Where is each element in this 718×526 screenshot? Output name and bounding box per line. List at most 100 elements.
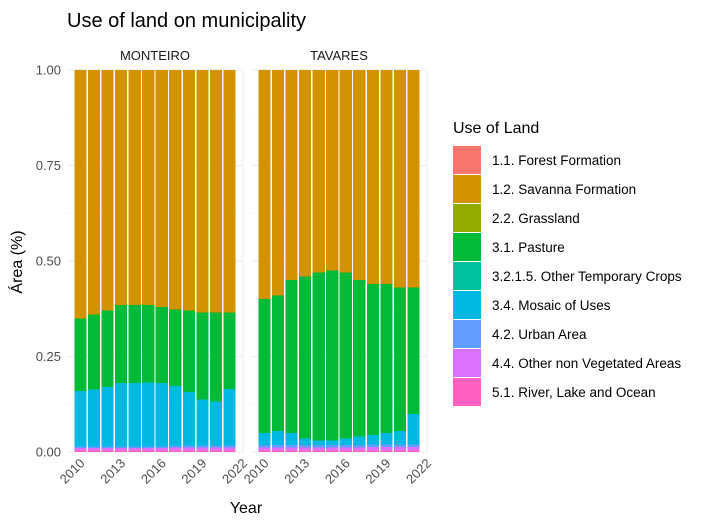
bar-segment — [169, 70, 182, 310]
bar-segment — [101, 310, 114, 388]
bar-segment — [182, 70, 195, 311]
facet-monteiro: MONTEIRO — [67, 48, 244, 453]
bar-segment — [169, 309, 182, 386]
bar-segment — [87, 389, 101, 447]
bar-segment — [366, 444, 379, 448]
bar-segment — [339, 445, 352, 448]
bar-segment — [182, 447, 195, 451]
bar-segment — [74, 70, 87, 319]
bar-segment — [87, 70, 101, 315]
bar-segment — [271, 445, 285, 448]
legend-label: 3.4. Mosaic of Uses — [492, 298, 611, 313]
facet-panel-monteiro — [67, 69, 244, 453]
bar-segment — [196, 312, 209, 400]
bar-segment — [258, 70, 271, 300]
bar-segment — [407, 447, 420, 451]
bar-segment — [353, 447, 366, 451]
bar-segment — [271, 447, 285, 451]
bar-segment — [380, 70, 393, 284]
legend-swatch — [453, 175, 481, 203]
bar-segment — [299, 276, 312, 439]
legend-items: 1.1. Forest Formation 1.2. Savanna Format… — [453, 146, 682, 406]
bar-segment — [223, 312, 236, 389]
bar-segment — [128, 70, 141, 305]
bar-segment — [299, 445, 312, 448]
bar-segment — [209, 445, 223, 448]
bar-segment — [366, 434, 379, 445]
bar-segment — [169, 447, 182, 451]
bar-segment — [209, 447, 223, 451]
bar-segment — [142, 70, 155, 305]
bar-segment — [380, 283, 393, 433]
bar-segment — [326, 70, 339, 271]
bar-segment — [196, 445, 209, 448]
bar-segment — [271, 295, 285, 431]
bar-segment — [299, 438, 312, 446]
bar-segment — [312, 70, 325, 273]
bar-segment — [74, 318, 87, 391]
bar-segment — [115, 383, 128, 447]
bar-segment — [326, 450, 339, 452]
bar-segment — [326, 440, 339, 446]
bar-segment — [101, 70, 114, 311]
bar-segment — [142, 450, 155, 452]
bar-segment — [155, 383, 168, 447]
bar-segment — [87, 314, 101, 390]
bar-segment — [285, 447, 298, 451]
facet-panel-tavares — [251, 69, 428, 453]
bar-segment — [196, 447, 209, 451]
bar-segment — [223, 447, 236, 451]
legend-swatch — [453, 291, 481, 319]
bar-segment — [339, 272, 352, 439]
bar-segment — [209, 401, 223, 446]
bar-segment — [353, 280, 366, 437]
bar-segment — [326, 445, 339, 448]
bar-segment — [128, 447, 141, 451]
legend-swatch — [453, 233, 481, 261]
bar-segment — [339, 447, 352, 451]
y-tick-label: 0.75 — [36, 158, 61, 173]
bar-segment — [101, 387, 114, 447]
bar-segment — [393, 447, 407, 451]
bar-segment — [87, 447, 101, 451]
bar-segment — [380, 432, 393, 445]
legend: Use of Land 1.1. Forest Formation 1.2. Sa… — [453, 120, 682, 406]
legend-label: 3.2.1.5. Other Temporary Crops — [492, 269, 682, 284]
bar-segment — [366, 283, 379, 435]
bar-segment — [393, 70, 407, 288]
bar-segment — [393, 287, 407, 431]
facet-tavares: TAVARES — [251, 48, 428, 453]
bar-segment — [285, 280, 298, 433]
bar-segment — [196, 399, 209, 446]
bar-segment — [169, 450, 182, 452]
bar-segment — [142, 447, 155, 451]
bar-segment — [142, 304, 155, 383]
bar-segment — [74, 446, 87, 448]
bar-segment — [353, 70, 366, 281]
bar-segment — [339, 450, 352, 452]
bar-segment — [142, 382, 155, 447]
bar-segment — [196, 70, 209, 313]
bar-segment — [169, 445, 182, 448]
x-tick-label: 2010 — [57, 456, 88, 487]
bar-segment — [182, 392, 195, 446]
bar-segment — [209, 450, 223, 452]
bar-segment — [128, 383, 141, 447]
legend-label: 1.1. Forest Formation — [492, 153, 621, 168]
bar-segment — [142, 446, 155, 448]
y-axis-title: Área (%) — [7, 230, 26, 293]
bar-segment — [101, 447, 114, 451]
bar-segment — [366, 450, 379, 452]
bar-segment — [285, 432, 298, 446]
y-axis: 0.00 0.25 0.50 0.75 1.00 — [36, 63, 61, 460]
bar-segment — [155, 306, 168, 384]
bar-segment — [258, 447, 271, 451]
legend-label: 2.2. Grassland — [492, 211, 580, 226]
bar-segment — [312, 445, 325, 448]
bar-segment — [223, 450, 236, 452]
bar-segment — [312, 440, 325, 446]
bar-segment — [209, 312, 223, 402]
x-tick-label: 2019 — [178, 456, 209, 487]
